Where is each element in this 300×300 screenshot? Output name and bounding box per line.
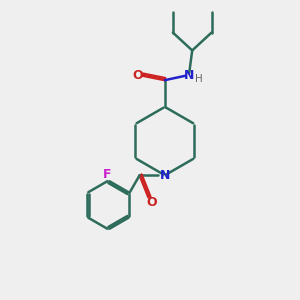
Text: H: H — [195, 74, 203, 84]
Text: F: F — [103, 168, 111, 181]
Text: O: O — [147, 196, 158, 209]
Text: O: O — [133, 69, 143, 82]
Text: N: N — [160, 169, 170, 182]
Text: N: N — [184, 69, 194, 82]
